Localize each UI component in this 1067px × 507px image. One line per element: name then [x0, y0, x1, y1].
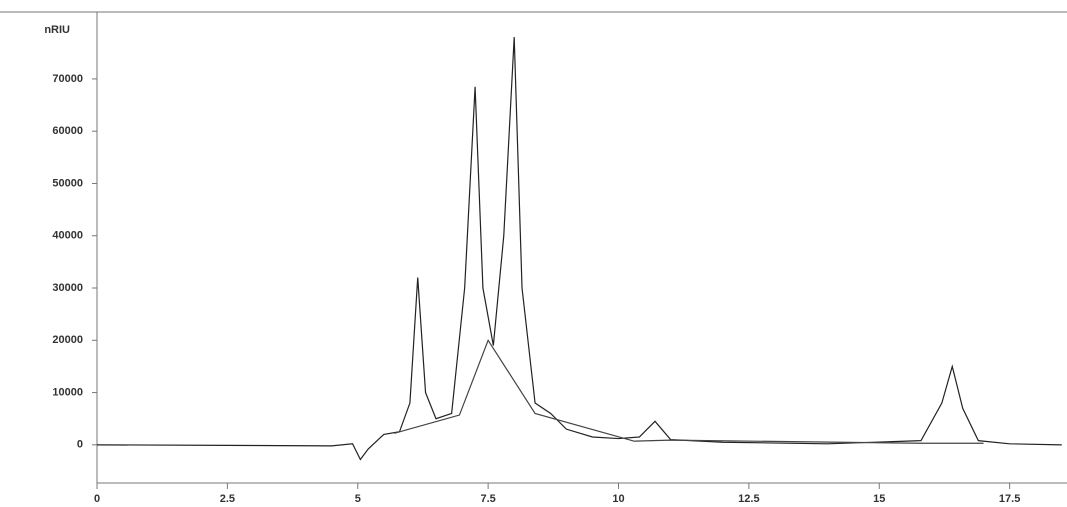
x-tick-label: 5	[355, 493, 361, 505]
y-axis-label: nRIU	[44, 24, 70, 36]
y-tick-label: 40000	[52, 230, 83, 242]
x-tick-label: 17.5	[999, 493, 1020, 505]
x-tick-label: 12.5	[738, 493, 759, 505]
x-tick-label: 2.5	[220, 493, 235, 505]
y-tick-label: 60000	[52, 125, 83, 137]
y-tick-label: 0	[77, 439, 83, 451]
trace	[97, 37, 1062, 459]
x-tick-label: 10	[612, 493, 624, 505]
x-tick-label: 0	[94, 493, 100, 505]
x-tick-label: 15	[873, 493, 885, 505]
y-tick-label: 70000	[52, 73, 83, 85]
y-tick-label: 20000	[52, 334, 83, 346]
y-tick-label: 50000	[52, 177, 83, 189]
y-tick-label: 30000	[52, 282, 83, 294]
trace	[394, 340, 983, 443]
y-tick-label: 10000	[52, 386, 83, 398]
x-tick-label: 7.5	[480, 493, 495, 505]
chart: nRIU 0 10000 20000 30000 40000 50000 60000 7000…	[0, 0, 1067, 507]
